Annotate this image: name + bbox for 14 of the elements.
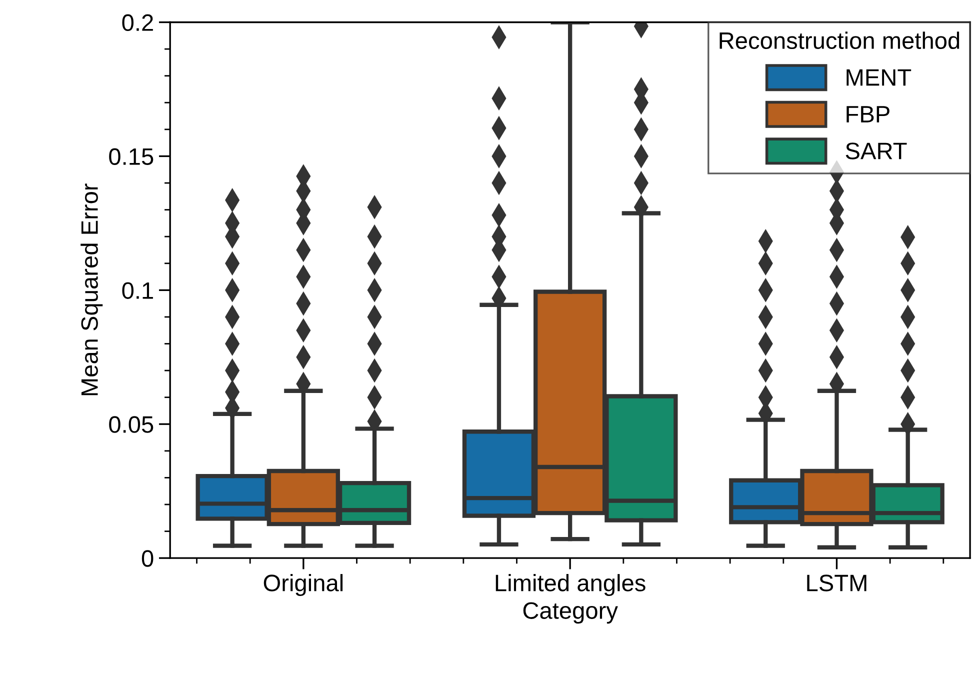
legend-title: Reconstruction method [720,32,960,50]
y-tick-label: 0.05 [109,416,154,433]
legend-label: MENT [846,69,912,86]
x-tick-label: Limited angles [496,574,646,596]
y-tick-label: 0.15 [109,148,154,165]
legend-label: FBP [846,106,890,122]
x-axis-title: Category [523,602,618,624]
y-axis-title: Mean Squared Error [80,184,103,396]
x-tick-label: LSTM [807,574,866,592]
y-tick-label: 0.2 [122,14,153,32]
y-tick-label: 0.1 [122,282,153,299]
legend-label: SART [846,142,907,160]
y-tick-label: 0 [142,550,154,567]
x-tick-label: Original [264,574,343,596]
